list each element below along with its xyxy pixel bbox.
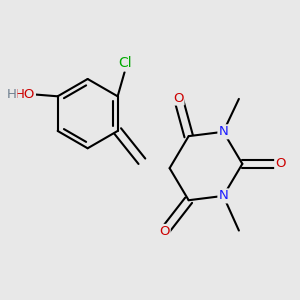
Text: Cl: Cl bbox=[118, 56, 131, 70]
Text: O: O bbox=[173, 92, 184, 104]
Text: HO: HO bbox=[15, 88, 35, 101]
Text: N: N bbox=[218, 189, 228, 203]
Text: N: N bbox=[218, 125, 228, 138]
Text: H: H bbox=[7, 88, 17, 101]
Text: O: O bbox=[159, 225, 170, 238]
Text: O: O bbox=[275, 158, 286, 170]
